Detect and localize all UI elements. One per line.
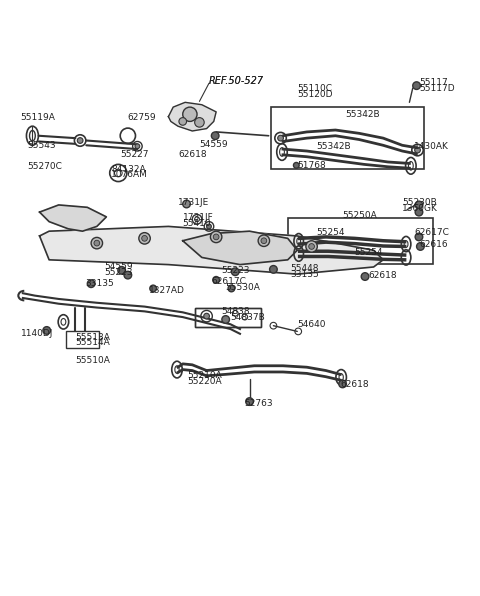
- Bar: [195, 308, 262, 327]
- Text: 54640: 54640: [297, 319, 326, 329]
- Circle shape: [179, 117, 187, 125]
- Text: 1430AK: 1430AK: [414, 142, 449, 151]
- Text: 55448: 55448: [290, 264, 319, 273]
- Text: 55342B: 55342B: [345, 110, 380, 119]
- Text: 1076AM: 1076AM: [111, 170, 148, 179]
- Text: 55250A: 55250A: [343, 212, 377, 221]
- Text: 55227: 55227: [120, 150, 149, 159]
- Circle shape: [309, 244, 314, 249]
- Text: 55223: 55223: [221, 266, 250, 275]
- Text: 55342B: 55342B: [316, 142, 351, 151]
- Text: 62759: 62759: [128, 113, 156, 122]
- Text: 62617C: 62617C: [414, 228, 449, 237]
- Text: 1360GK: 1360GK: [402, 204, 438, 213]
- Text: 1731JF: 1731JF: [183, 213, 214, 222]
- Circle shape: [43, 327, 50, 334]
- Bar: [271, 107, 424, 169]
- Circle shape: [139, 232, 150, 244]
- Circle shape: [213, 277, 219, 283]
- Circle shape: [183, 107, 197, 122]
- Circle shape: [87, 280, 95, 287]
- Text: 55270C: 55270C: [28, 162, 62, 171]
- Text: 55543: 55543: [28, 141, 56, 150]
- Text: 84132A: 84132A: [111, 164, 146, 173]
- Text: 54559: 54559: [199, 140, 228, 149]
- Circle shape: [195, 117, 204, 127]
- Text: 51768: 51768: [297, 161, 326, 170]
- Polygon shape: [183, 231, 297, 265]
- Text: 54559: 54559: [104, 262, 132, 272]
- Circle shape: [415, 201, 423, 209]
- Text: 55530A: 55530A: [226, 283, 261, 291]
- Bar: [66, 331, 99, 348]
- Circle shape: [261, 238, 267, 244]
- Text: 1731JE: 1731JE: [178, 198, 209, 207]
- Circle shape: [142, 235, 147, 241]
- Circle shape: [118, 266, 125, 274]
- Text: 62618: 62618: [369, 271, 397, 280]
- Circle shape: [94, 240, 100, 246]
- Polygon shape: [39, 226, 383, 274]
- Circle shape: [77, 138, 83, 144]
- Circle shape: [210, 231, 222, 243]
- Circle shape: [124, 271, 132, 279]
- Polygon shape: [39, 205, 107, 231]
- Circle shape: [270, 266, 277, 273]
- Circle shape: [211, 132, 219, 139]
- Bar: [288, 218, 433, 263]
- Circle shape: [91, 237, 103, 249]
- Text: 55117: 55117: [419, 78, 448, 87]
- Text: 55514A: 55514A: [75, 339, 110, 347]
- Circle shape: [293, 163, 299, 168]
- Text: 62617C: 62617C: [211, 277, 246, 286]
- Text: 33135: 33135: [290, 269, 319, 279]
- Circle shape: [135, 144, 140, 148]
- Text: 1327AD: 1327AD: [149, 286, 185, 296]
- Text: 55117D: 55117D: [419, 83, 455, 92]
- Circle shape: [415, 208, 423, 216]
- Text: 55120D: 55120D: [297, 90, 333, 99]
- Circle shape: [361, 273, 369, 280]
- Text: 54837B: 54837B: [230, 312, 265, 322]
- Circle shape: [206, 224, 211, 229]
- Circle shape: [417, 243, 424, 250]
- Text: 55410: 55410: [183, 219, 211, 228]
- Text: 55230B: 55230B: [402, 198, 437, 207]
- Circle shape: [204, 313, 209, 319]
- Circle shape: [231, 268, 239, 275]
- Polygon shape: [168, 103, 216, 131]
- Text: 1140DJ: 1140DJ: [21, 330, 53, 339]
- Text: REF.50-527: REF.50-527: [209, 76, 264, 86]
- Bar: [195, 308, 262, 327]
- Circle shape: [246, 398, 253, 405]
- Text: 55254: 55254: [316, 228, 345, 237]
- Circle shape: [222, 316, 229, 323]
- Text: 33135: 33135: [85, 279, 114, 288]
- Text: REF.50-527: REF.50-527: [209, 76, 264, 86]
- Circle shape: [213, 234, 219, 240]
- Text: 55513A: 55513A: [75, 333, 110, 342]
- Circle shape: [306, 241, 317, 252]
- Text: 55110C: 55110C: [297, 85, 332, 94]
- Text: 55510A: 55510A: [75, 356, 110, 365]
- Circle shape: [413, 82, 420, 89]
- Text: 52763: 52763: [245, 399, 274, 408]
- Text: 54838: 54838: [221, 307, 250, 316]
- Circle shape: [415, 147, 420, 153]
- Text: 55210A: 55210A: [188, 371, 222, 380]
- Text: 62618: 62618: [340, 380, 369, 389]
- Text: 62616: 62616: [419, 240, 447, 249]
- Circle shape: [415, 233, 423, 241]
- Circle shape: [339, 380, 347, 388]
- Text: 55119A: 55119A: [21, 113, 55, 122]
- Circle shape: [278, 135, 283, 141]
- Text: 55220A: 55220A: [188, 377, 222, 386]
- Circle shape: [258, 235, 270, 247]
- Text: 55254: 55254: [355, 248, 383, 257]
- Circle shape: [150, 285, 156, 292]
- Text: 55223: 55223: [104, 268, 132, 277]
- Circle shape: [228, 285, 235, 292]
- Text: 62618: 62618: [178, 150, 206, 159]
- Circle shape: [183, 200, 191, 208]
